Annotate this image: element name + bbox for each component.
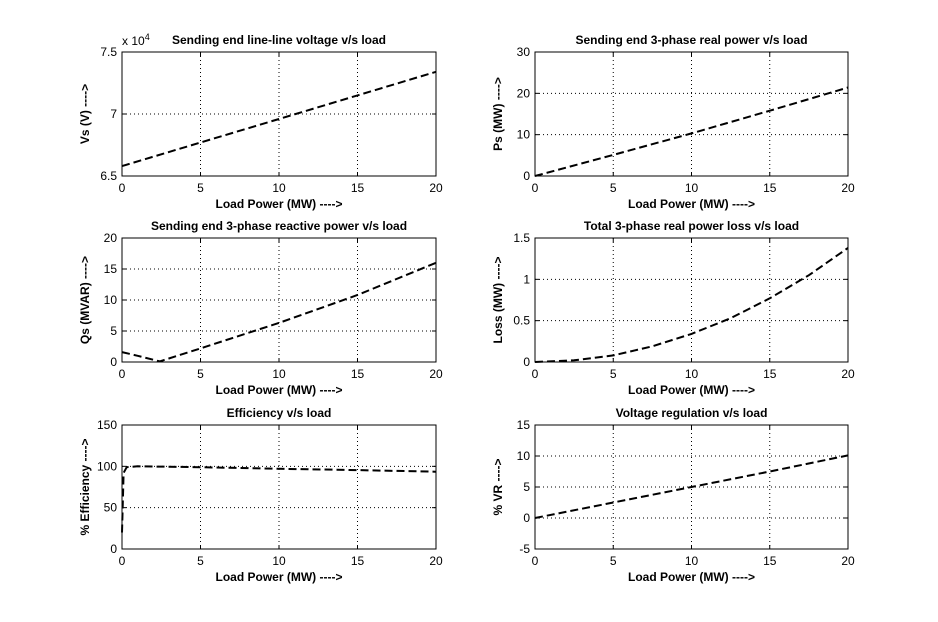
y-exponent-power: 4 [145, 32, 150, 42]
x-tick-label: 10 [685, 367, 699, 381]
x-tick-label: 5 [610, 554, 617, 568]
x-tick-label: 0 [532, 367, 539, 381]
x-tick-label: 15 [351, 181, 365, 195]
subplot-title: Sending end 3-phase reactive power v/s l… [151, 219, 407, 233]
y-tick-label: 0.5 [513, 314, 530, 328]
x-tick-label: 20 [429, 367, 443, 381]
series-line [534, 454, 849, 519]
x-tick-label: 15 [763, 367, 777, 381]
y-tick-label: 10 [104, 293, 118, 307]
y-tick-label: 0 [110, 542, 117, 556]
y-tick-label: 15 [104, 262, 118, 276]
subplot-title: Voltage regulation v/s load [616, 406, 768, 420]
x-tick-label: 10 [685, 554, 699, 568]
y-axis-label: Ps (MW) ----> [491, 77, 505, 151]
x-tick-label: 20 [429, 554, 443, 568]
plot-area [534, 51, 849, 177]
x-tick-label: 0 [119, 554, 126, 568]
x-tick-label: 15 [763, 554, 777, 568]
x-tick-label: 5 [610, 367, 617, 381]
y-tick-label: 100 [97, 459, 117, 473]
y-tick-label: 15 [517, 418, 531, 432]
subplot-3: 0 5 10 15 20 0 5 10 15 20 Sending end 3-phase reac… [78, 219, 443, 397]
y-axis-label: Qs (MVAR) ----> [78, 256, 92, 344]
x-axis-label: Load Power (MW) ----> [628, 570, 755, 584]
y-tick-label: 5 [523, 480, 530, 494]
y-exponent-label: x 104 [122, 32, 150, 48]
y-axis-label: Loss (MW) ----> [491, 257, 505, 344]
x-tick-label: 20 [429, 181, 443, 195]
y-axis-label: Vs (V) ----> [78, 84, 92, 144]
x-tick-label: 5 [197, 181, 204, 195]
y-tick-label: -5 [519, 542, 530, 556]
subplot-title: Sending end 3-phase real power v/s load [575, 33, 807, 47]
y-tick-label: 5 [110, 324, 117, 338]
y-tick-label: 1 [523, 272, 530, 286]
x-tick-label: 0 [119, 367, 126, 381]
subplot-1: 0 5 10 15 20 6.5 7 7.5 Sending end line-line vol… [78, 32, 443, 211]
plot-area [534, 237, 849, 363]
x-tick-label: 10 [272, 554, 286, 568]
y-tick-label: 6.5 [100, 169, 117, 183]
x-tick-label: 15 [351, 554, 365, 568]
x-tick-label: 20 [841, 554, 855, 568]
x-axis-label: Load Power (MW) ----> [628, 383, 755, 397]
y-tick-label: 150 [97, 418, 117, 432]
y-axis-label: % Efficiency ----> [78, 438, 92, 535]
x-axis-label: Load Power (MW) ----> [216, 197, 343, 211]
y-tick-label: 7 [110, 107, 117, 121]
x-tick-label: 5 [197, 554, 204, 568]
x-tick-label: 10 [272, 181, 286, 195]
x-tick-label: 15 [351, 367, 365, 381]
y-tick-label: 10 [517, 128, 531, 142]
y-tick-label: 0 [523, 511, 530, 525]
x-tick-label: 0 [119, 181, 126, 195]
x-tick-label: 0 [532, 554, 539, 568]
y-tick-label: 30 [517, 45, 531, 59]
y-tick-label: 50 [104, 501, 118, 515]
y-tick-label: 0 [110, 355, 117, 369]
y-axis-label: % VR ----> [491, 459, 505, 516]
y-tick-label: 0 [523, 169, 530, 183]
x-axis-label: Load Power (MW) ----> [216, 383, 343, 397]
x-tick-label: 5 [197, 367, 204, 381]
y-tick-label: 20 [104, 231, 118, 245]
y-tick-label: 1.5 [513, 231, 530, 245]
plot-area [121, 424, 437, 550]
y-tick-label: 0 [523, 355, 530, 369]
series-line [121, 261, 437, 363]
x-tick-label: 20 [841, 181, 855, 195]
x-tick-label: 10 [685, 181, 699, 195]
subplot-5: 0 5 10 15 20 0 50 100 150 Efficiency v/s load Load… [78, 406, 443, 584]
series-line [534, 86, 849, 177]
x-tick-label: 5 [610, 181, 617, 195]
x-axis-label: Load Power (MW) ----> [628, 197, 755, 211]
y-tick-label: 7.5 [100, 45, 117, 59]
x-tick-label: 15 [763, 181, 777, 195]
series-line [121, 465, 437, 533]
subplot-title: Sending end line-line voltage v/s load [172, 33, 386, 47]
subplot-2: 0 5 10 15 20 0 10 20 30 Sending end 3-phase real … [491, 33, 855, 211]
y-tick-label: 20 [517, 86, 531, 100]
y-tick-label: 10 [517, 449, 531, 463]
subplot-title: Efficiency v/s load [227, 406, 332, 420]
x-tick-label: 20 [841, 367, 855, 381]
x-tick-label: 0 [532, 181, 539, 195]
x-tick-label: 10 [272, 367, 286, 381]
series-line [121, 70, 437, 168]
series-line [534, 247, 849, 363]
subplot-4: 0 5 10 15 20 0 0.5 1 1.5 Total 3-phase real power… [491, 219, 855, 397]
subplot-title: Total 3-phase real power loss v/s load [584, 219, 799, 233]
x-axis-label: Load Power (MW) ----> [216, 570, 343, 584]
